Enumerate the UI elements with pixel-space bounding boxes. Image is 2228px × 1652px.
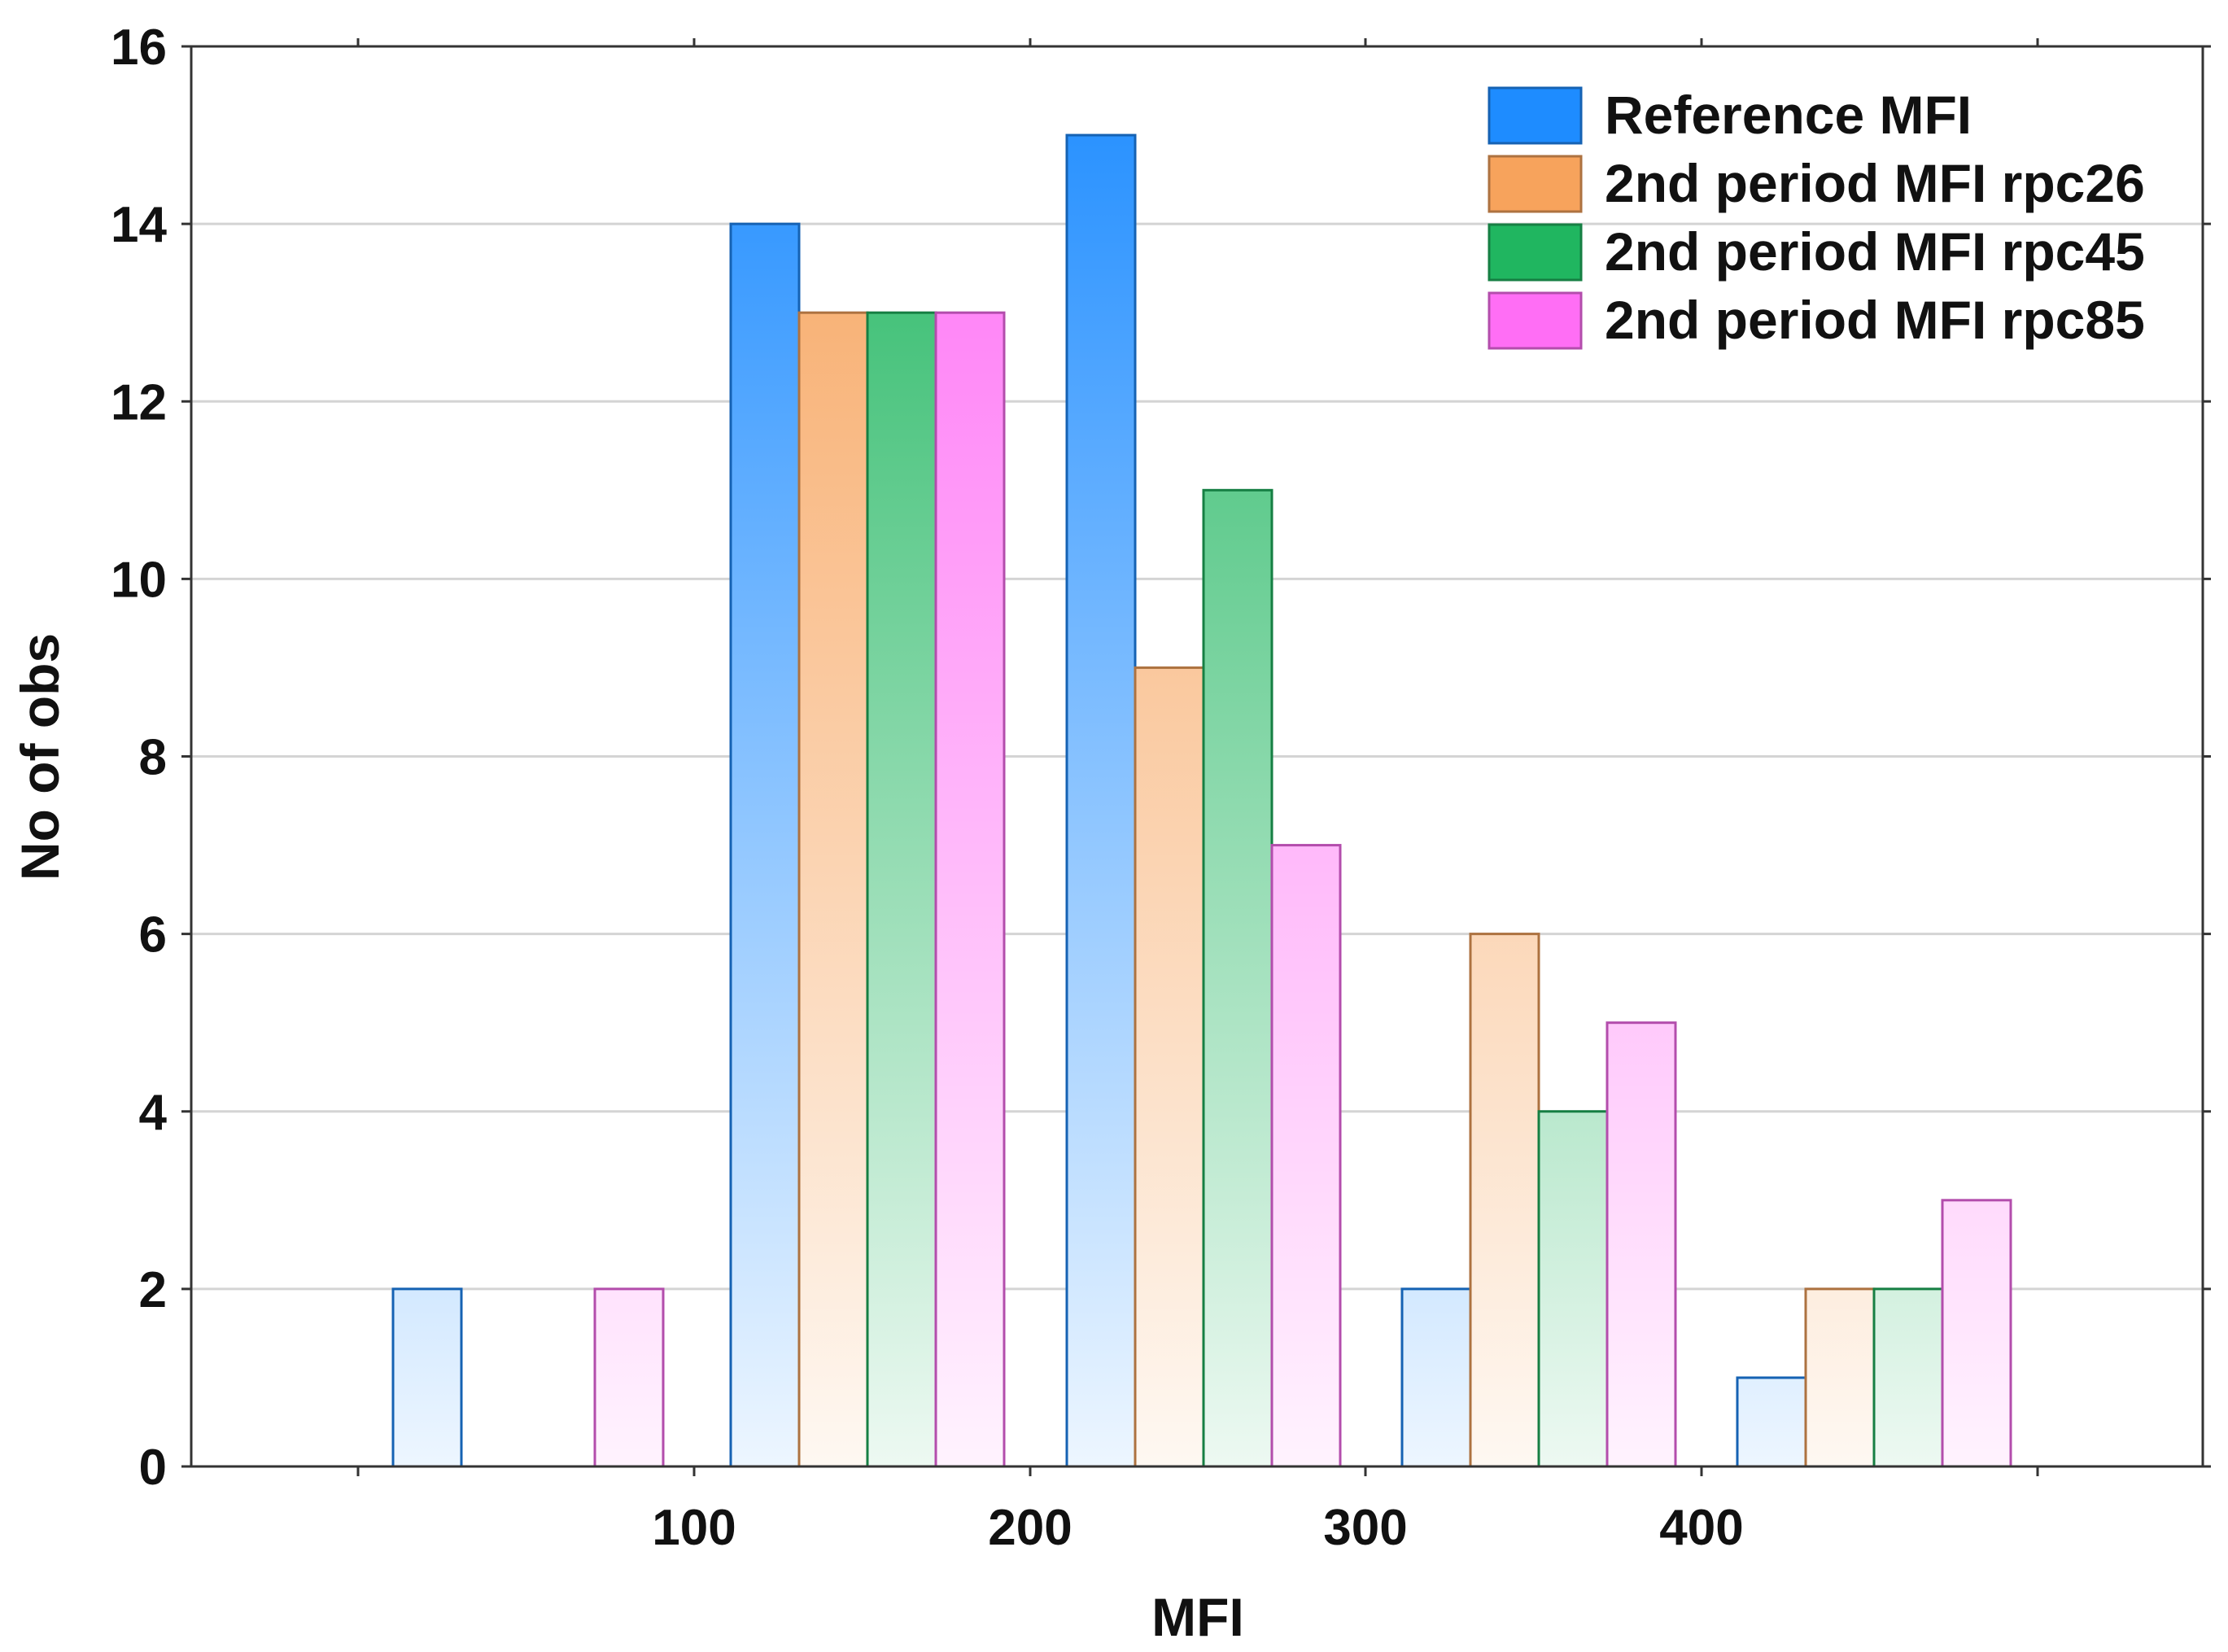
y-tick-label: 6 (139, 907, 167, 964)
bar (1941, 1199, 2012, 1468)
legend-label: 2nd period MFI rpc26 (1605, 153, 2145, 213)
bar (1065, 133, 1137, 1468)
y-tick-label: 10 (111, 552, 167, 608)
bar (593, 1287, 665, 1468)
y-tick-label: 14 (111, 197, 167, 253)
bar (797, 311, 869, 1468)
bar (1400, 1287, 1472, 1468)
x-tick-label: 200 (988, 1500, 1072, 1556)
bar (1202, 488, 1273, 1468)
legend-label: 2nd period MFI rpc45 (1605, 221, 2145, 282)
legend-swatch (1488, 86, 1583, 145)
y-tick-label: 2 (139, 1262, 167, 1318)
y-tick-label: 4 (139, 1085, 168, 1141)
legend-swatch (1488, 291, 1583, 350)
bar (1469, 933, 1540, 1468)
bar (1134, 666, 1205, 1468)
x-tick-label: 400 (1659, 1500, 1743, 1556)
y-tick-label: 16 (111, 20, 167, 76)
bar (866, 311, 937, 1468)
legend-label: Reference MFI (1605, 85, 1972, 145)
y-tick-labels: 0 2 4 6 8 10 12 14 16 (111, 20, 167, 1496)
legend-swatch (1488, 155, 1583, 213)
bar (391, 1287, 463, 1468)
x-axis-label: MFI (1151, 1587, 1244, 1647)
bar (1736, 1376, 1807, 1468)
bar (1270, 844, 1342, 1468)
bar (1872, 1287, 1944, 1468)
y-tick-label: 0 (139, 1440, 167, 1496)
x-tick-label: 300 (1323, 1500, 1407, 1556)
y-tick-label: 8 (139, 730, 167, 786)
y-axis-label: No of obs (10, 633, 70, 881)
x-tick-label: 100 (652, 1500, 736, 1556)
x-tick-labels: 100 200 300 400 (652, 1500, 1743, 1556)
bar (934, 311, 1006, 1468)
legend: Reference MFI 2nd period MFI rpc26 2nd per… (1488, 85, 2145, 350)
bar (1804, 1287, 1876, 1468)
y-tick-label: 12 (111, 374, 167, 430)
bar (1537, 1110, 1609, 1468)
bar (1605, 1021, 1677, 1468)
bar (729, 222, 801, 1468)
legend-swatch (1488, 223, 1583, 282)
legend-label: 2nd period MFI rpc85 (1605, 290, 2145, 350)
ticks (181, 38, 2211, 1476)
